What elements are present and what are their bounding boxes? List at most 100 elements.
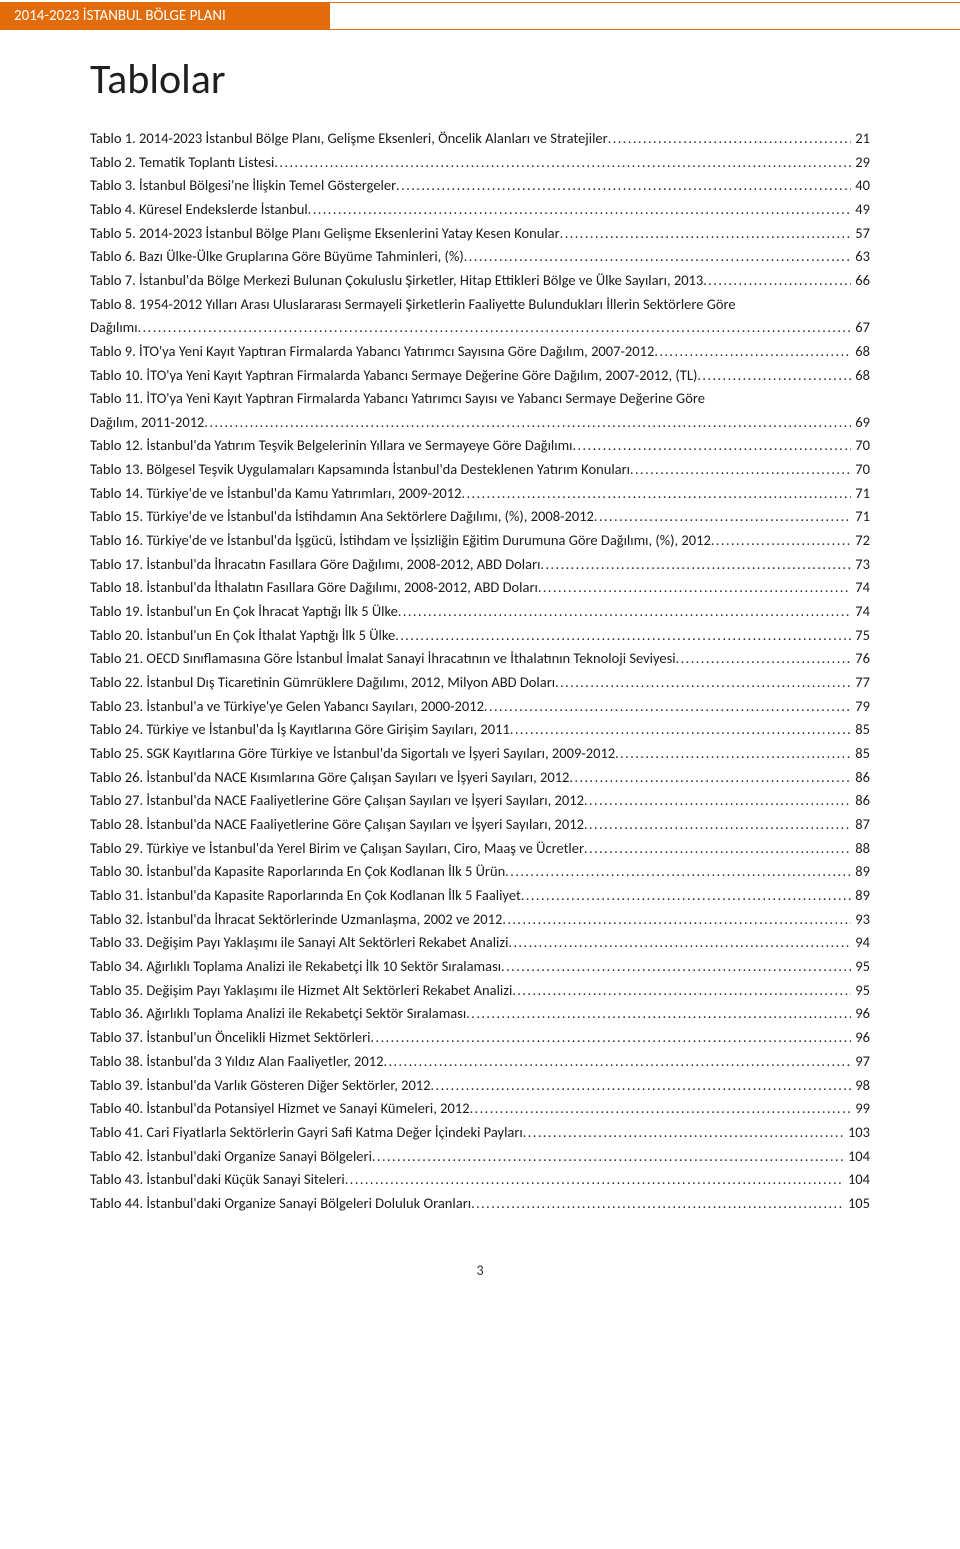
toc-entry-label: Tablo 38. İstanbul'da 3 Yıldız Alan Faal… (90, 1050, 383, 1073)
toc-entry: Tablo 30. İstanbul'da Kapasite Raporları… (90, 860, 870, 884)
toc-entry-label: Tablo 2. Tematik Toplantı Listesi (90, 151, 274, 174)
toc-list: Tablo 1. 2014-2023 İstanbul Bölge Planı,… (90, 127, 870, 1216)
toc-entry-page: 68 (851, 340, 870, 363)
toc-entry-label: Tablo 22. İstanbul Dış Ticaretinin Gümrü… (90, 671, 555, 694)
toc-leader-dots (584, 790, 851, 813)
toc-entry-label: Tablo 42. İstanbul'daki Organize Sanayi … (90, 1145, 372, 1168)
toc-entry-page: 94 (851, 931, 870, 954)
toc-entry: Tablo 40. İstanbul'da Potansiyel Hizmet … (90, 1097, 870, 1121)
toc-entry-page: 85 (851, 718, 870, 741)
toc-leader-dots (508, 932, 851, 955)
toc-leader-dots (345, 1169, 844, 1192)
toc-entry-page: 72 (851, 529, 870, 552)
toc-entry-page: 88 (851, 837, 870, 860)
toc-entry-page: 86 (851, 766, 870, 789)
toc-leader-dots (538, 577, 851, 600)
toc-entry-label: Tablo 10. İTO'ya Yeni Kayıt Yaptıran Fir… (90, 364, 697, 387)
toc-entry-label: Tablo 36. Ağırlıklı Toplama Analizi ile … (90, 1002, 466, 1025)
toc-entry: Tablo 32. İstanbul'da İhracat Sektörleri… (90, 908, 870, 932)
toc-entry-label: Tablo 4. Küresel Endekslerde İstanbul (90, 198, 308, 221)
toc-entry-label: Tablo 25. SGK Kayıtlarına Göre Türkiye v… (90, 742, 615, 765)
toc-entry: Tablo 36. Ağırlıklı Toplama Analizi ile … (90, 1002, 870, 1026)
toc-entry-page: 104 (844, 1145, 870, 1168)
toc-entry-page: 75 (851, 624, 870, 647)
toc-entry-page: 89 (851, 860, 870, 883)
toc-entry-label: Tablo 34. Ağırlıklı Toplama Analizi ile … (90, 955, 501, 978)
toc-entry-page: 105 (844, 1192, 870, 1215)
page-content: Tablolar Tablo 1. 2014-2023 İstanbul Böl… (0, 30, 960, 1256)
toc-leader-dots (372, 1146, 844, 1169)
toc-entry: Tablo 5. 2014-2023 İstanbul Bölge Planı … (90, 222, 870, 246)
toc-entry: Tablo 1. 2014-2023 İstanbul Bölge Planı,… (90, 127, 870, 151)
toc-entry: Tablo 31. İstanbul'da Kapasite Raporları… (90, 884, 870, 908)
toc-leader-dots (274, 152, 851, 175)
toc-entry: Tablo 28. İstanbul'da NACE Faaliyetlerin… (90, 813, 870, 837)
toc-leader-dots (398, 601, 851, 624)
toc-entry: Tablo 9. İTO'ya Yeni Kayıt Yaptıran Firm… (90, 340, 870, 364)
toc-leader-dots (630, 459, 851, 482)
toc-entry-page: 69 (851, 411, 870, 434)
toc-leader-dots (395, 625, 851, 648)
toc-entry-label: Tablo 17. İstanbul'da İhracatın Fasıllar… (90, 553, 540, 576)
toc-entry: Tablo 43. İstanbul'daki Küçük Sanayi Sit… (90, 1168, 870, 1192)
toc-entry: Tablo 33. Değişim Payı Yaklaşımı ile San… (90, 931, 870, 955)
toc-entry-label: Tablo 28. İstanbul'da NACE Faaliyetlerin… (90, 813, 584, 836)
toc-entry-page: 67 (851, 316, 870, 339)
toc-entry: Tablo 24. Türkiye ve İstanbul'da İş Kayı… (90, 718, 870, 742)
toc-entry: Tablo 35. Değişim Payı Yaklaşımı ile Hiz… (90, 979, 870, 1003)
toc-entry-label: Tablo 44. İstanbul'daki Organize Sanayi … (90, 1192, 471, 1215)
toc-entry-page: 96 (851, 1002, 870, 1025)
toc-entry-label: Tablo 20. İstanbul'un En Çok İthalat Yap… (90, 624, 395, 647)
toc-leader-dots (502, 909, 851, 932)
toc-entry-page: 87 (851, 813, 870, 836)
toc-entry: Tablo 6. Bazı Ülke-Ülke Gruplarına Göre … (90, 245, 870, 269)
toc-entry-page: 71 (851, 482, 870, 505)
toc-leader-dots (584, 838, 851, 861)
toc-entry: Tablo 15. Türkiye'de ve İstanbul'da İsti… (90, 505, 870, 529)
toc-leader-dots (204, 412, 851, 435)
toc-leader-dots (505, 861, 851, 884)
toc-entry: Tablo 44. İstanbul'daki Organize Sanayi … (90, 1192, 870, 1216)
toc-leader-dots (615, 743, 851, 766)
toc-entry-label: Tablo 19. İstanbul'un En Çok İhracat Yap… (90, 600, 398, 623)
toc-entry: Tablo 13. Bölgesel Teşvik Uygulamaları K… (90, 458, 870, 482)
toc-leader-dots (466, 1003, 851, 1026)
main-title: Tablolar (90, 54, 870, 105)
toc-entry-page: 79 (851, 695, 870, 718)
toc-entry: Tablo 22. İstanbul Dış Ticaretinin Gümrü… (90, 671, 870, 695)
toc-entry-page: 89 (851, 884, 870, 907)
toc-leader-dots (569, 767, 851, 790)
toc-entry-page: 85 (851, 742, 870, 765)
toc-entry-page: 57 (851, 222, 870, 245)
page-header: 2014-2023 İSTANBUL BÖLGE PLANI (0, 2, 960, 30)
toc-entry-label: Tablo 31. İstanbul'da Kapasite Raporları… (90, 884, 521, 907)
toc-leader-dots (711, 530, 851, 553)
toc-entry-label: Dağılımı (90, 316, 138, 339)
toc-entry-page: 93 (851, 908, 870, 931)
toc-entry-label: Tablo 1. 2014-2023 İstanbul Bölge Planı,… (90, 127, 608, 150)
toc-entry-label: Tablo 39. İstanbul'da Varlık Gösteren Di… (90, 1074, 431, 1097)
toc-entry-page: 66 (851, 269, 870, 292)
toc-leader-dots (676, 648, 852, 671)
toc-entry-page: 74 (851, 576, 870, 599)
toc-entry-page: 95 (851, 979, 870, 1002)
toc-entry-label: Tablo 32. İstanbul'da İhracat Sektörleri… (90, 908, 502, 931)
toc-entry-label: Tablo 40. İstanbul'da Potansiyel Hizmet … (90, 1097, 470, 1120)
toc-entry-page: 21 (851, 127, 870, 150)
toc-entry-label: Dağılım, 2011-2012 (90, 411, 204, 434)
toc-entry-page: 70 (851, 434, 870, 457)
toc-entry: Tablo 16. Türkiye'de ve İstanbul'da İşgü… (90, 529, 870, 553)
header-title: 2014-2023 İSTANBUL BÖLGE PLANI (0, 3, 330, 29)
toc-entry: Tablo 18. İstanbul'da İthalatın Fasıllar… (90, 576, 870, 600)
toc-leader-dots (383, 1051, 851, 1074)
toc-entry: Tablo 10. İTO'ya Yeni Kayıt Yaptıran Fir… (90, 364, 870, 388)
toc-leader-dots (555, 672, 851, 695)
toc-leader-dots (697, 365, 851, 388)
toc-entry: Tablo 4. Küresel Endekslerde İstanbul 49 (90, 198, 870, 222)
toc-entry-page: 74 (851, 600, 870, 623)
toc-entry-label: Tablo 15. Türkiye'de ve İstanbul'da İsti… (90, 505, 594, 528)
toc-leader-dots (654, 341, 851, 364)
toc-entry-label: Tablo 9. İTO'ya Yeni Kayıt Yaptıran Firm… (90, 340, 654, 363)
toc-entry: Tablo 19. İstanbul'un En Çok İhracat Yap… (90, 600, 870, 624)
toc-entry-line1: Tablo 8. 1954-2012 Yılları Arası Uluslar… (90, 293, 870, 316)
